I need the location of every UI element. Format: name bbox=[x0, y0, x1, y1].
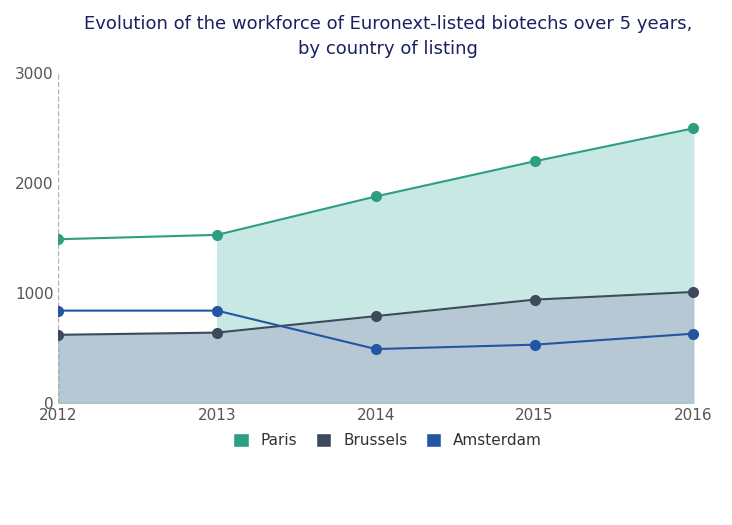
Legend: Paris, Brussels, Amsterdam: Paris, Brussels, Amsterdam bbox=[227, 427, 548, 455]
Title: Evolution of the workforce of Euronext-listed biotechs over 5 years,
by country : Evolution of the workforce of Euronext-l… bbox=[83, 15, 692, 58]
